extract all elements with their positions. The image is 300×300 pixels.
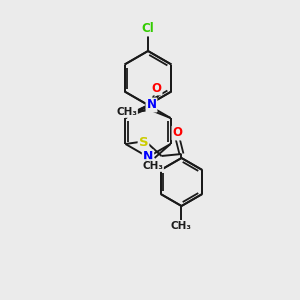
Text: O: O bbox=[152, 82, 161, 94]
Text: O: O bbox=[172, 127, 182, 140]
Text: N: N bbox=[146, 98, 157, 112]
Text: N: N bbox=[143, 151, 153, 164]
Text: CH₃: CH₃ bbox=[116, 107, 137, 117]
Text: CH₃: CH₃ bbox=[142, 161, 163, 171]
Text: C: C bbox=[129, 109, 136, 119]
Text: H: H bbox=[144, 160, 152, 170]
Text: S: S bbox=[139, 136, 148, 148]
Text: CH₃: CH₃ bbox=[171, 221, 192, 231]
Text: Cl: Cl bbox=[142, 22, 154, 35]
